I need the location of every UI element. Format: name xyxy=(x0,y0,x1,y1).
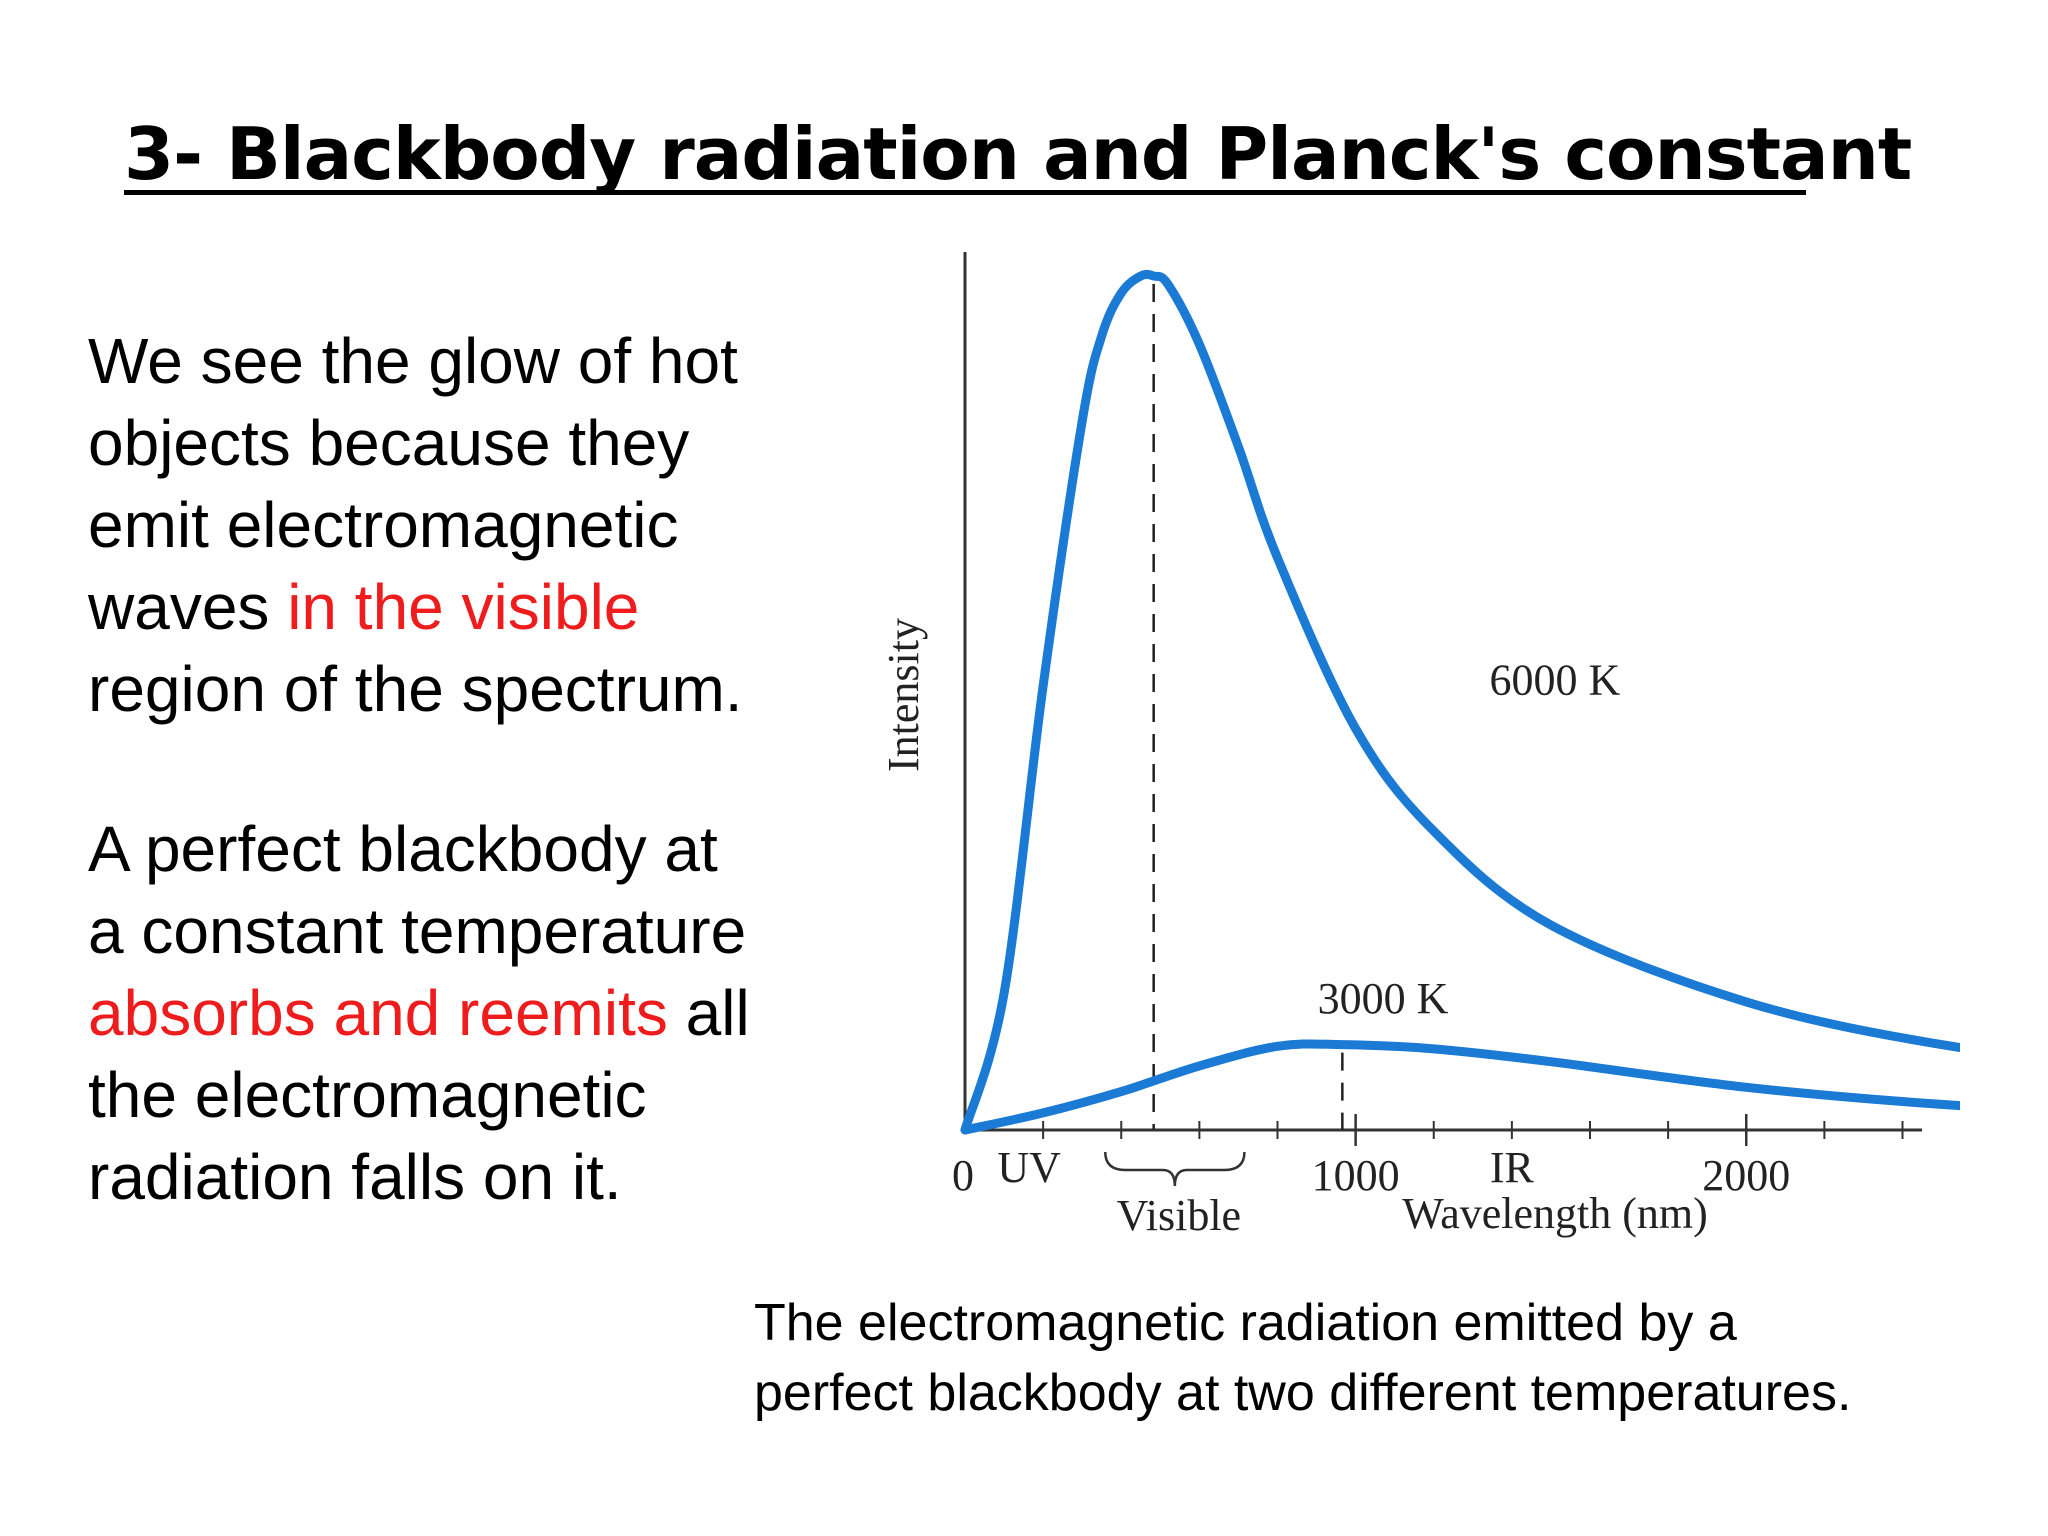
body-text: A perfect blackbody at xyxy=(88,813,718,885)
body-text: a constant temperature xyxy=(88,895,747,967)
paragraph-glow-explanation: We see the glow of hot objects because th… xyxy=(88,320,828,730)
caption-line: perfect blackbody at two different tempe… xyxy=(754,1364,1852,1422)
highlighted-text: absorbs and reemits xyxy=(88,977,668,1049)
body-text: objects because they xyxy=(88,407,690,479)
body-text: all xyxy=(667,977,750,1049)
paragraph1-line: region of the spectrum. xyxy=(88,648,828,730)
peak-markers xyxy=(1152,284,1344,1130)
region-label-ir: IR xyxy=(1490,1143,1535,1192)
x-tick-label: 0 xyxy=(952,1151,974,1200)
chart-labels: 0100020003000UVVisibleIRWavelength (nm)I… xyxy=(879,618,1790,1240)
series-line-3000k xyxy=(960,1039,1960,1135)
visible-range-brace xyxy=(1104,1151,1246,1187)
highlighted-text: in the visible xyxy=(287,571,640,643)
caption-line: The electromagnetic radiation emitted by… xyxy=(754,1294,1737,1352)
body-text: emit electromagnetic xyxy=(88,489,679,561)
paragraph2-line: a constant temperature xyxy=(88,890,828,972)
paragraph1-line: waves in the visible xyxy=(88,566,828,648)
body-text: We see the glow of hot xyxy=(88,325,738,397)
y-axis-title: Intensity xyxy=(879,618,928,772)
x-tick-label: 1000 xyxy=(1312,1151,1400,1200)
paragraph1-line: objects because they xyxy=(88,402,828,484)
slide-title: 3- Blackbody radiation and Planck's cons… xyxy=(124,112,1912,196)
blackbody-chart: 0100020003000UVVisibleIRWavelength (nm)I… xyxy=(879,252,1960,1240)
paragraph-blackbody-definition: A perfect blackbody at a constant tempera… xyxy=(88,808,828,1218)
title-underline xyxy=(124,190,1806,195)
region-label-uv: UV xyxy=(997,1143,1061,1192)
paragraph1-line: emit electromagnetic xyxy=(88,484,828,566)
series-label-6000k: 6000 K xyxy=(1489,655,1620,704)
series-label-3000k: 3000 K xyxy=(1318,974,1449,1023)
paragraph2-line: absorbs and reemits all xyxy=(88,972,828,1054)
x-axis-title: Wavelength (nm) xyxy=(1402,1189,1708,1238)
chart-series xyxy=(960,269,1960,1135)
chart-axes xyxy=(963,252,1922,1187)
x-tick-label: 2000 xyxy=(1702,1151,1790,1200)
paragraph1-line: We see the glow of hot xyxy=(88,320,828,402)
body-text: waves xyxy=(88,571,288,643)
series-line-6000k xyxy=(960,269,1960,1135)
paragraph2-line: the electromagnetic xyxy=(88,1054,828,1136)
paragraph2-line: radiation falls on it. xyxy=(88,1136,828,1218)
body-text: the electromagnetic xyxy=(88,1059,647,1131)
body-text: region of the spectrum. xyxy=(88,653,743,725)
body-text: radiation falls on it. xyxy=(88,1141,622,1213)
paragraph2-line: A perfect blackbody at xyxy=(88,808,828,890)
region-label-visible: Visible xyxy=(1117,1191,1241,1240)
chart-caption: The electromagnetic radiation emitted by… xyxy=(754,1288,1851,1428)
